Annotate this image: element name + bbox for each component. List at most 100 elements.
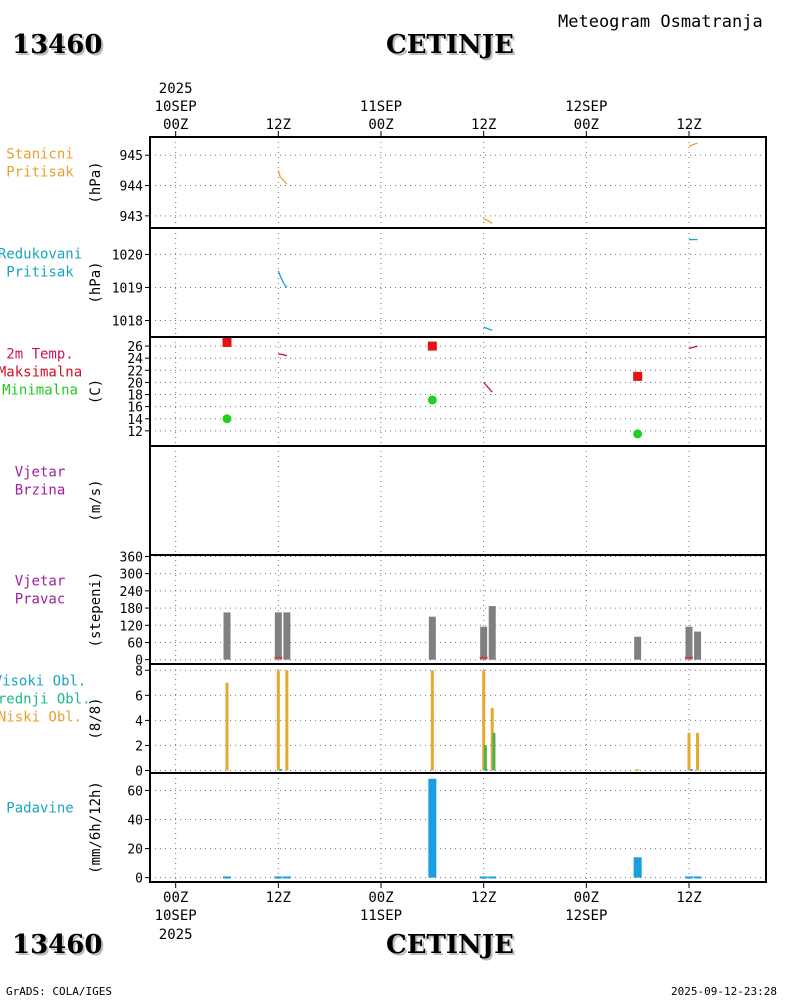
temperature-ytick-label: 14 [127,413,143,428]
station-id-top: 13460 [12,30,103,60]
wind_speed-label: Vjetar [15,465,66,481]
temperature-line [278,353,288,357]
station_pressure-label: Stanicni [6,147,73,163]
clouds-bar [285,670,289,771]
bottom-time-label: 00Z [368,890,393,906]
wind_direction-ytick-label: 300 [120,568,143,583]
clouds-ytick-label: 8 [135,664,143,679]
wind_direction-label: Vjetar [15,574,66,590]
clouds-bar [225,682,229,771]
clouds-label: Visoki Obl. [0,674,86,690]
temperature-label: 2m Temp. [6,347,73,363]
wind_direction-bar [223,612,231,660]
wind_direction-ytick-label: 240 [120,585,143,600]
precipitation-bar [428,778,437,878]
precipitation-ytick-label: 40 [127,814,143,829]
reduced_pressure-ytick-label: 1019 [112,281,143,296]
bottom-date-label: 11SEP [360,908,402,924]
clouds-ytick-label: 6 [135,689,143,704]
reduced_pressure-line [483,326,493,332]
clouds-ylabel: (8/8) [88,697,104,739]
precipitation-bar [282,876,291,879]
wind_direction-bar [685,626,693,660]
bottom-time-label: 12Z [471,890,496,906]
top-year-label: 2025 [159,81,193,97]
precipitation-ylabel: (mm/6h/12h) [88,781,104,874]
wind_speed-ylabel: (m/s) [88,479,104,521]
credit-text: GrADS: COLA/IGES [6,985,112,998]
wind_direction-ylabel: (stepeni) [88,572,104,648]
temperature-line [688,345,698,350]
top-date-label: 12SEP [565,99,607,115]
precipitation-label: Padavine [6,801,73,817]
station_pressure-line [688,142,698,147]
station_pressure-ytick-label: 945 [120,149,143,164]
wind_direction-bar [694,631,702,660]
plot-frame [149,136,767,883]
clouds-bar [696,732,700,771]
station-name-top: CETINJE [386,30,514,60]
product-title: Meteogram Osmatranja [558,12,763,32]
reduced_pressure-ytick-label: 1018 [112,314,143,329]
reduced_pressure-label: Redukovani [0,247,82,263]
wind_direction-ytick-label: 60 [127,636,143,651]
precipitation-bar [223,876,231,879]
clouds-bar [490,707,494,771]
temperature-ytick-label: 26 [127,340,143,355]
bottom-date-label: 12SEP [565,908,607,924]
bottom-year-label: 2025 [159,927,193,943]
bottom-date-label: 10SEP [155,908,197,924]
top-time-label: 00Z [368,117,393,133]
temperature-label: Minimalna [2,383,78,399]
temperature-label: Maksimalna [0,365,82,381]
wind_direction-bar [274,612,282,660]
temperature-ytick-label: 24 [127,352,143,367]
clouds-bar [430,670,434,771]
precipitation-bar [488,876,497,879]
top-time-label: 00Z [163,117,188,133]
clouds-bar [482,670,486,771]
wind_direction-bar [283,612,291,660]
temperature-ytick-label: 20 [127,376,143,391]
precipitation-bar [479,876,488,879]
reduced_pressure-ylabel: (hPa) [88,261,104,303]
precipitation-ytick-label: 60 [127,784,143,799]
temperature-ytick-label: 22 [127,364,143,379]
top-time-label: 12Z [471,117,496,133]
station_pressure-ytick-label: 944 [120,180,144,195]
clouds-ytick-label: 2 [135,739,143,754]
max-temp-marker [633,371,643,381]
clouds-bar [687,732,691,771]
timestamp-text: 2025-09-12-23:28 [671,985,777,998]
reduced_pressure-label: Pritisak [6,265,74,281]
top-time-label: 12Z [266,117,291,133]
wind_direction-ytick-label: 360 [120,550,143,565]
wind_direction-ytick-label: 0 [135,654,143,669]
wind_direction-ytick-label: 180 [120,602,143,617]
min-temp-marker [222,414,232,424]
clouds-label: Niski Obl. [0,710,82,726]
station_pressure-line [483,218,493,224]
reduced_pressure-ytick-label: 1020 [112,248,143,263]
clouds-bar [483,745,487,771]
station_pressure-line [277,170,288,185]
temperature-ytick-label: 16 [127,401,143,416]
bottom-time-label: 12Z [266,890,291,906]
bottom-time-label: 00Z [163,890,188,906]
station_pressure-ytick-label: 943 [120,210,143,225]
station_pressure-ylabel: (hPa) [88,161,104,203]
top-time-label: 12Z [676,117,701,133]
station-name-bottom: CETINJE [386,930,514,960]
wind_direction-bar [428,616,436,660]
station_pressure-label: Pritisak [6,165,74,181]
min-temp-marker [427,395,437,405]
wind_direction-bar [480,626,488,660]
top-time-label: 00Z [574,117,599,133]
clouds-bar [279,769,283,771]
temperature-ytick-label: 12 [127,425,143,440]
wind_speed-label: Brzina [15,483,66,499]
top-date-label: 11SEP [360,99,402,115]
temperature-line [483,381,493,393]
max-temp-marker [222,337,232,347]
wind_direction-label: Pravac [15,592,66,608]
